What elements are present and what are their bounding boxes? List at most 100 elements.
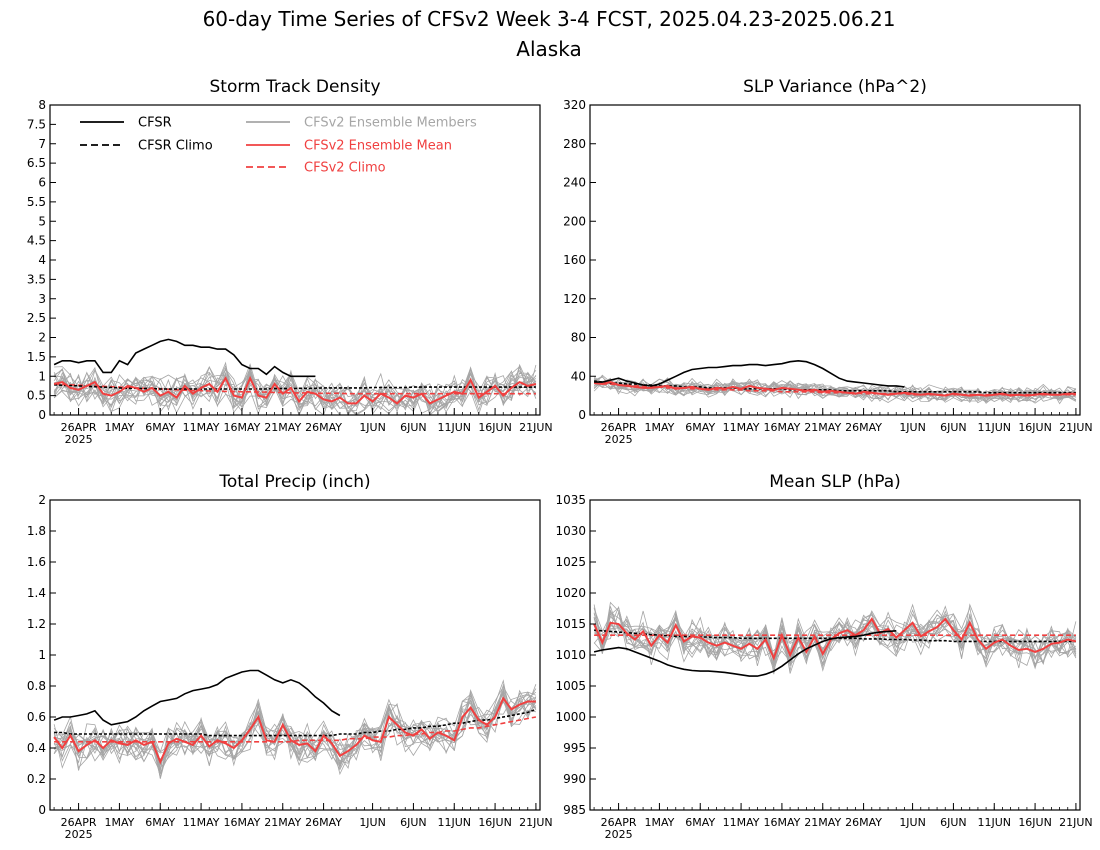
y-tick-label: 7: [38, 137, 46, 151]
x-tick-label: 1JUN: [359, 421, 386, 434]
x-tick-label: 21JUN: [519, 816, 553, 829]
legend: CFSR CFSR Climo CFSv2 Ensemble Members CFSv…: [80, 116, 477, 176]
y-tick-label: 1015: [555, 617, 586, 631]
y-tick-label: 0.2: [27, 772, 46, 786]
ensemble-member-line: [593, 377, 1077, 402]
y-tick-label: 0: [38, 803, 46, 817]
x-tick-label: 6MAY: [685, 421, 715, 434]
x-tick-label: 26MAY: [305, 421, 342, 434]
x-tick-label: 16JUN: [1018, 816, 1052, 829]
ensemble-member-line: [54, 363, 537, 413]
panel-title: SLP Variance (hPa^2): [743, 77, 927, 97]
x-year-label: 2025: [605, 828, 633, 841]
y-tick-label: 4: [38, 253, 46, 267]
x-tick-label: 1MAY: [104, 421, 134, 434]
panel-2: SLP Variance (hPa^2) 0 40 80 120 160 200 240 280…: [563, 77, 1093, 446]
y-tick-label: 4.5: [27, 234, 46, 248]
cfsr-line: [53, 338, 316, 378]
x-tick-label: 26MAY: [305, 816, 342, 829]
y-tick-label: 0.6: [27, 710, 46, 724]
x-tick-label: 16MAY: [223, 421, 260, 434]
x-year-label: 2025: [605, 433, 633, 446]
x-tick-label: 21MAY: [264, 816, 301, 829]
x-tick-label: 26MAY: [845, 816, 882, 829]
legend-climo: CFSv2 Climo: [246, 161, 386, 176]
y-tick-label: 1.4: [27, 586, 46, 600]
x-tick-label: 21JUN: [1059, 421, 1093, 434]
y-tick-label: 1005: [555, 679, 586, 693]
legend-cfsr-climo: CFSR Climo: [80, 139, 213, 154]
ensemble-mean-line: [593, 381, 1076, 397]
y-tick-label: 1: [38, 369, 46, 383]
x-tick-label: 21JUN: [1059, 816, 1093, 829]
y-tick-label: 985: [563, 803, 586, 817]
legend-mean: CFSv2 Ensemble Mean: [246, 139, 452, 154]
x-tick-label: 11JUN: [437, 816, 471, 829]
x-tick-label: 21JUN: [519, 421, 553, 434]
ensemble-member-line: [53, 369, 537, 414]
legend-label: CFSR: [138, 116, 172, 131]
legend-label: CFSR Climo: [138, 139, 213, 154]
ensemble-member-line: [593, 611, 1077, 672]
y-tick-label: 990: [563, 772, 586, 786]
y-tick-label: 7.5: [27, 117, 46, 131]
x-tick-label: 26APR: [61, 421, 97, 434]
panel-3: Total Precip (inch) 0 0.2 0.4 0.6 0.8 1 1.2 1.4 1…: [27, 472, 553, 841]
y-tick-label: 2: [38, 331, 46, 345]
y-tick-label: 200: [563, 214, 586, 228]
x-tick-label: 1MAY: [644, 816, 674, 829]
cfsr-line: [594, 359, 905, 388]
x-tick-label: 16JUN: [478, 816, 512, 829]
y-tick-label: 3: [38, 292, 46, 306]
plot-frame: [589, 104, 1081, 416]
x-tick-label: 1MAY: [104, 816, 134, 829]
ensemble-mean-line: [593, 617, 1077, 661]
cfsr-line: [53, 669, 341, 726]
y-tick-label: 40: [571, 369, 586, 383]
x-year-label: 2025: [65, 433, 93, 446]
x-tick-label: 16MAY: [763, 421, 800, 434]
legend-cfsr: CFSR: [80, 116, 172, 131]
panel-title: Mean SLP (hPa): [769, 472, 901, 492]
y-tick-label: 6: [38, 176, 46, 190]
x-tick-label: 1JUN: [899, 816, 926, 829]
x-tick-label: 16JUN: [478, 421, 512, 434]
y-tick-label: 1010: [555, 648, 586, 662]
x-tick-label: 21MAY: [804, 421, 841, 434]
y-tick-label: 2: [38, 493, 46, 507]
y-tick-label: 0.8: [27, 679, 46, 693]
x-tick-label: 21MAY: [804, 816, 841, 829]
cfsr-climo-line: [54, 708, 537, 737]
cfsr-line: [593, 630, 897, 677]
y-tick-label: 0: [578, 408, 586, 422]
ensemble-member-line: [53, 365, 537, 417]
y-tick-label: 1030: [555, 524, 586, 538]
x-tick-label: 16MAY: [223, 816, 260, 829]
figure-subtitle: Alaska: [516, 37, 581, 61]
y-tick-label: 0.5: [27, 389, 46, 403]
x-tick-label: 6MAY: [685, 816, 715, 829]
y-tick-label: 2.5: [27, 311, 46, 325]
ensemble-member-line: [53, 367, 537, 412]
y-tick-label: 1.8: [27, 524, 46, 538]
x-tick-label: 16JUN: [1018, 421, 1052, 434]
y-tick-label: 120: [563, 292, 586, 306]
y-tick-label: 6.5: [27, 156, 46, 170]
panel-title: Total Precip (inch): [218, 472, 370, 492]
panel-title: Storm Track Density: [209, 77, 380, 97]
plot-frame: [49, 104, 541, 416]
y-tick-label: 1035: [555, 493, 586, 507]
panel-4: Mean SLP (hPa) 985 990 995 1000 1005 1010 1015 1…: [555, 472, 1092, 841]
y-tick-label: 320: [563, 98, 586, 112]
x-tick-label: 11JUN: [977, 816, 1011, 829]
x-tick-label: 1MAY: [644, 421, 674, 434]
ensemble-member-line: [53, 692, 537, 772]
y-tick-label: 0: [38, 408, 46, 422]
x-tick-label: 1JUN: [359, 816, 386, 829]
y-tick-label: 5.5: [27, 195, 46, 209]
legend-label: CFSv2 Climo: [304, 161, 386, 176]
x-tick-label: 6JUN: [940, 816, 967, 829]
x-tick-label: 26MAY: [845, 421, 882, 434]
x-tick-label: 11MAY: [183, 421, 220, 434]
y-tick-label: 995: [563, 741, 586, 755]
